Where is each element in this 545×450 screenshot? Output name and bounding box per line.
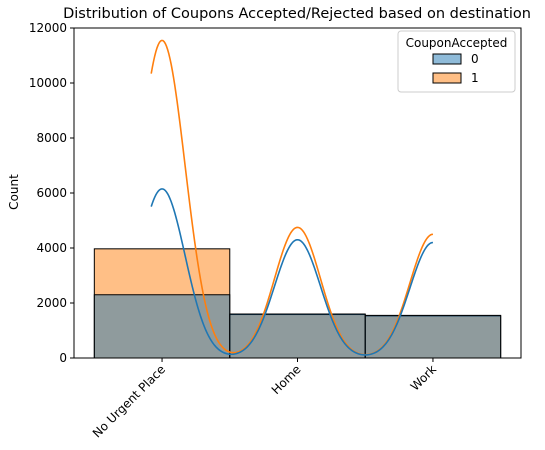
y-tick-label-8000: 8000: [36, 131, 67, 145]
x-tick-label-home: Home: [269, 362, 304, 397]
y-tick-label-2000: 2000: [36, 296, 67, 310]
bar-series-0-home: [229, 313, 366, 359]
bar-series-0-work: [364, 314, 502, 359]
y-tick-label-0: 0: [59, 351, 67, 365]
legend-label-1: 1: [471, 71, 479, 85]
legend-swatch-1: [432, 72, 462, 84]
legend-swatch-0: [432, 53, 462, 65]
kde-line-series-0: [150, 188, 434, 356]
legend-title: CouponAccepted: [406, 36, 508, 50]
x-tick-label-work: Work: [408, 362, 439, 393]
y-tick-label-10000: 10000: [29, 76, 67, 90]
y-tick-label-6000: 6000: [36, 186, 67, 200]
kde-layer: [150, 39, 434, 356]
bar-series-0-no-urgent-place: [93, 294, 231, 359]
y-tick-label-4000: 4000: [36, 241, 67, 255]
y-axis-label: Count: [7, 174, 21, 210]
legend: CouponAccepted 0 1: [397, 30, 516, 93]
bars-layer: [93, 248, 502, 359]
chart-title: Distribution of Coupons Accepted/Rejecte…: [63, 6, 531, 22]
y-tick-label-12000: 12000: [29, 21, 67, 35]
legend-label-0: 0: [471, 52, 479, 66]
ticks-layer: 0 2000 4000 6000 8000 10000 12000 No Urgent Pla…: [29, 21, 439, 440]
x-tick-label-no-urgent-place: No Urgent Place: [90, 362, 168, 440]
